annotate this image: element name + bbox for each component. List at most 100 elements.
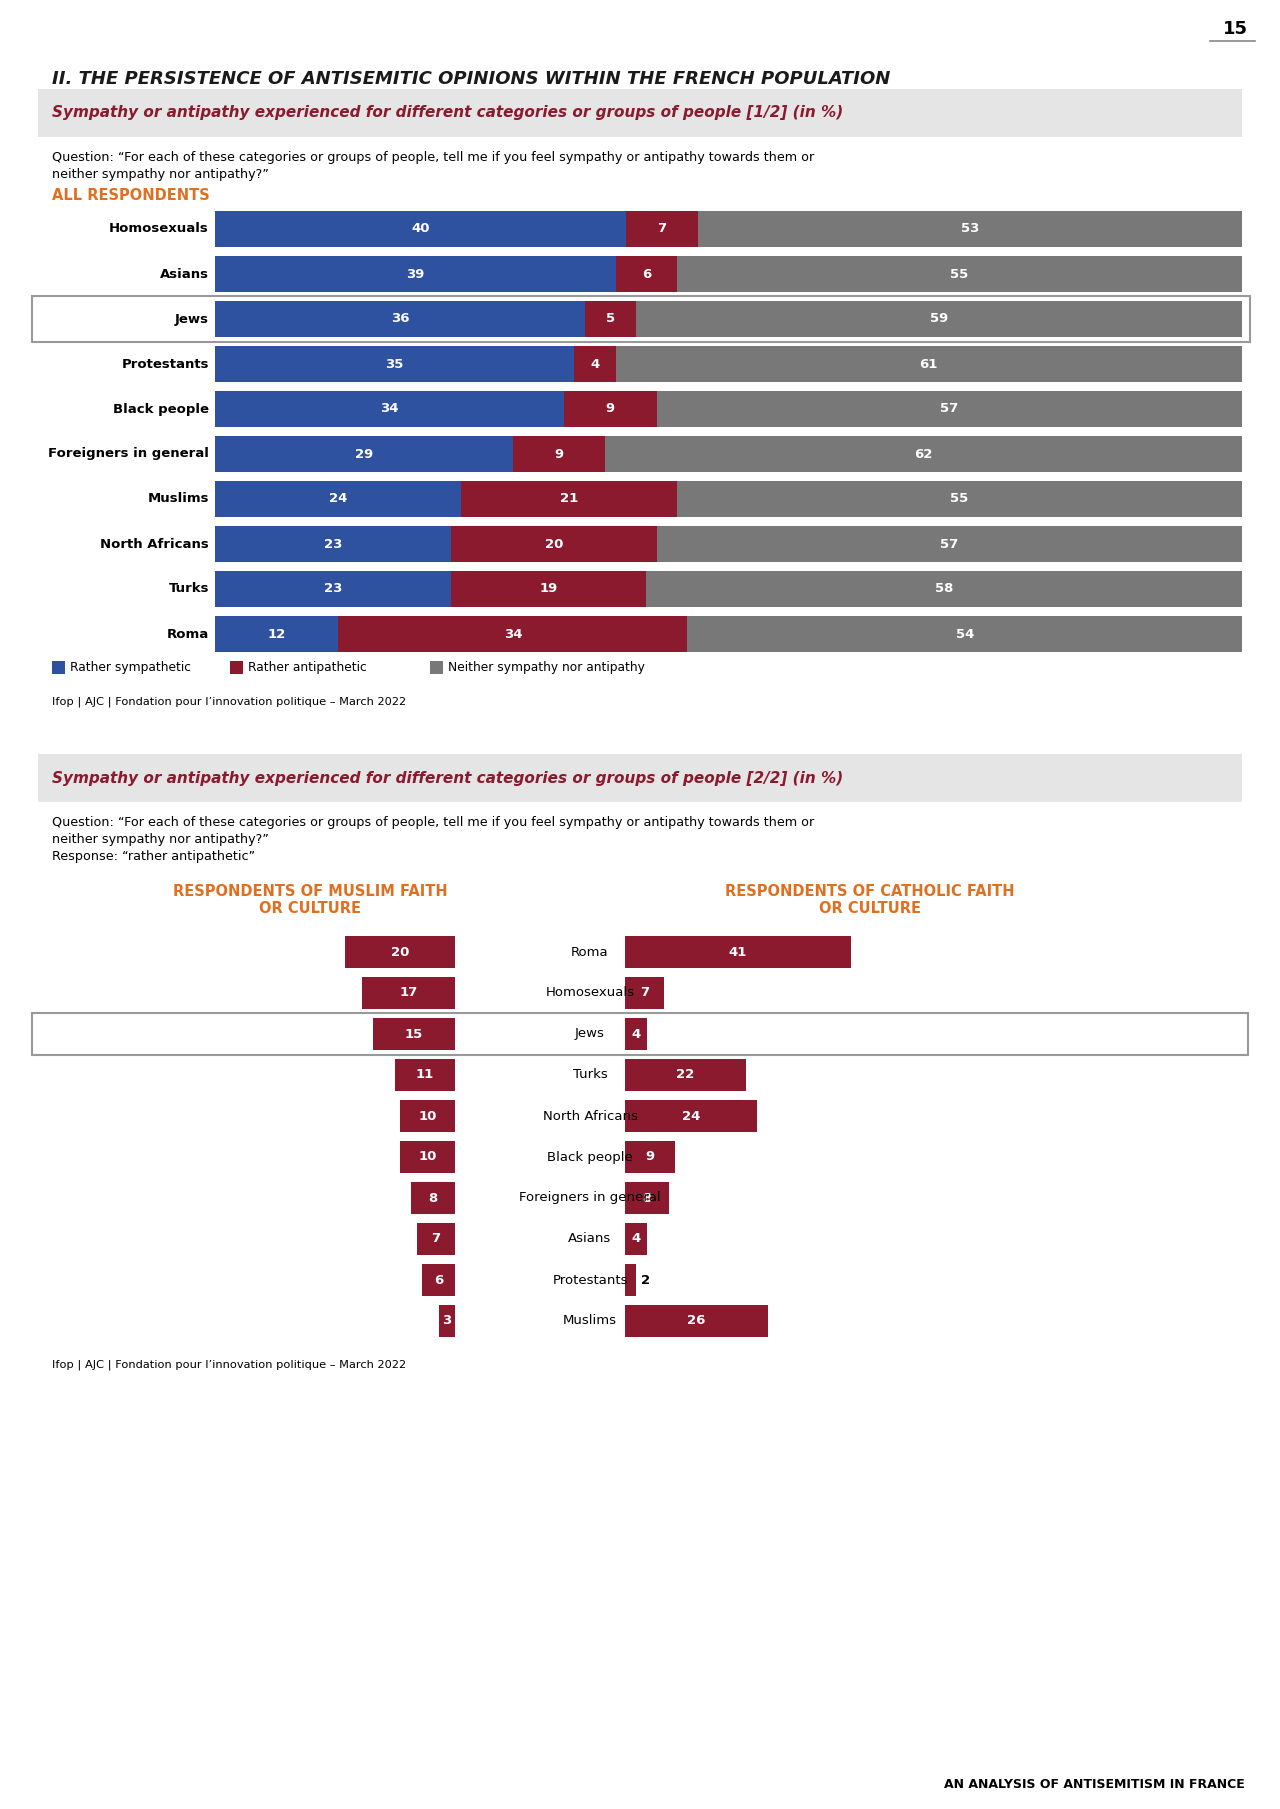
FancyBboxPatch shape — [585, 300, 636, 336]
Text: Foreigners in general: Foreigners in general — [49, 447, 209, 461]
Text: Jews: Jews — [575, 1028, 605, 1040]
Text: 9: 9 — [554, 447, 563, 461]
FancyBboxPatch shape — [625, 1223, 646, 1255]
Text: 21: 21 — [561, 492, 579, 505]
FancyBboxPatch shape — [346, 935, 454, 968]
Text: 24: 24 — [682, 1109, 700, 1123]
FancyBboxPatch shape — [416, 1223, 454, 1255]
Text: Ifop | AJC | Fondation pour l’innovation politique – March 2022: Ifop | AJC | Fondation pour l’innovation… — [52, 696, 406, 707]
FancyBboxPatch shape — [605, 436, 1242, 472]
FancyBboxPatch shape — [215, 346, 575, 382]
Text: Rather sympathetic: Rather sympathetic — [70, 660, 191, 675]
Text: Asians: Asians — [568, 1232, 612, 1246]
Text: 17: 17 — [399, 986, 417, 1000]
FancyBboxPatch shape — [215, 572, 452, 608]
Text: Protestants: Protestants — [552, 1274, 627, 1286]
FancyBboxPatch shape — [677, 481, 1242, 517]
Text: 20: 20 — [390, 946, 410, 959]
Text: 55: 55 — [951, 492, 969, 505]
FancyBboxPatch shape — [564, 391, 657, 427]
FancyBboxPatch shape — [636, 300, 1242, 336]
FancyBboxPatch shape — [616, 346, 1242, 382]
Text: II. THE PERSISTENCE OF ANTISEMITIC OPINIONS WITHIN THE FRENCH POPULATION: II. THE PERSISTENCE OF ANTISEMITIC OPINI… — [52, 71, 891, 89]
FancyBboxPatch shape — [399, 1141, 454, 1172]
Text: Question: “For each of these categories or groups of people, tell me if you feel: Question: “For each of these categories … — [52, 816, 814, 829]
Text: 2: 2 — [641, 1274, 650, 1286]
Text: Question: “For each of these categories or groups of people, tell me if you feel: Question: “For each of these categories … — [52, 150, 814, 165]
Text: 4: 4 — [631, 1028, 640, 1040]
Text: 6: 6 — [434, 1274, 443, 1286]
Text: ALL RESPONDENTS: ALL RESPONDENTS — [52, 188, 210, 203]
Text: 41: 41 — [728, 946, 748, 959]
FancyBboxPatch shape — [452, 572, 646, 608]
FancyBboxPatch shape — [625, 977, 663, 1009]
Text: 8: 8 — [643, 1192, 652, 1205]
FancyBboxPatch shape — [430, 660, 443, 675]
Text: 54: 54 — [956, 628, 974, 640]
Text: 35: 35 — [385, 358, 404, 371]
Text: 57: 57 — [941, 537, 959, 550]
FancyBboxPatch shape — [215, 526, 452, 563]
FancyBboxPatch shape — [513, 436, 605, 472]
FancyBboxPatch shape — [677, 257, 1242, 291]
FancyBboxPatch shape — [625, 1058, 746, 1091]
Text: Rather antipathetic: Rather antipathetic — [248, 660, 367, 675]
FancyBboxPatch shape — [439, 1304, 454, 1337]
Text: 62: 62 — [914, 447, 933, 461]
Text: Homosexuals: Homosexuals — [545, 986, 635, 1000]
Text: Neither sympathy nor antipathy: Neither sympathy nor antipathy — [448, 660, 645, 675]
FancyBboxPatch shape — [625, 1100, 756, 1132]
Text: Muslims: Muslims — [563, 1315, 617, 1328]
FancyBboxPatch shape — [625, 1141, 675, 1172]
FancyBboxPatch shape — [422, 1264, 454, 1295]
Text: 61: 61 — [919, 358, 938, 371]
Text: 53: 53 — [961, 223, 979, 235]
Text: 4: 4 — [631, 1232, 640, 1246]
Text: Turks: Turks — [572, 1069, 608, 1082]
Text: Sympathy or antipathy experienced for different categories or groups of people [: Sympathy or antipathy experienced for di… — [52, 105, 844, 121]
Text: 40: 40 — [411, 223, 430, 235]
FancyBboxPatch shape — [698, 212, 1242, 248]
FancyBboxPatch shape — [452, 526, 657, 563]
Text: Protestants: Protestants — [122, 358, 209, 371]
Text: neither sympathy nor antipathy?”: neither sympathy nor antipathy?” — [52, 168, 269, 181]
FancyBboxPatch shape — [361, 977, 454, 1009]
FancyBboxPatch shape — [625, 1264, 636, 1295]
Text: 36: 36 — [390, 313, 410, 326]
FancyBboxPatch shape — [399, 1100, 454, 1132]
Text: 58: 58 — [934, 582, 954, 595]
FancyBboxPatch shape — [616, 257, 677, 291]
Text: 59: 59 — [929, 313, 948, 326]
Text: AN ANALYSIS OF ANTISEMITISM IN FRANCE: AN ANALYSIS OF ANTISEMITISM IN FRANCE — [945, 1778, 1245, 1791]
Text: 3: 3 — [442, 1315, 452, 1328]
Text: 34: 34 — [380, 402, 399, 416]
Text: 10: 10 — [419, 1151, 436, 1163]
Text: RESPONDENTS OF CATHOLIC FAITH
OR CULTURE: RESPONDENTS OF CATHOLIC FAITH OR CULTURE — [726, 885, 1015, 917]
FancyBboxPatch shape — [625, 1181, 669, 1214]
FancyBboxPatch shape — [372, 1018, 454, 1049]
FancyBboxPatch shape — [38, 89, 1242, 137]
Text: Sympathy or antipathy experienced for different categories or groups of people [: Sympathy or antipathy experienced for di… — [52, 771, 844, 785]
Text: neither sympathy nor antipathy?”: neither sympathy nor antipathy?” — [52, 832, 269, 847]
FancyBboxPatch shape — [575, 346, 616, 382]
FancyBboxPatch shape — [646, 572, 1242, 608]
FancyBboxPatch shape — [215, 300, 585, 336]
FancyBboxPatch shape — [657, 526, 1242, 563]
Text: Ifop | AJC | Fondation pour l’innovation politique – March 2022: Ifop | AJC | Fondation pour l’innovation… — [52, 1360, 406, 1369]
Text: 11: 11 — [416, 1069, 434, 1082]
Text: Black people: Black people — [547, 1151, 632, 1163]
FancyBboxPatch shape — [625, 935, 850, 968]
Text: 23: 23 — [324, 537, 342, 550]
Text: RESPONDENTS OF MUSLIM FAITH
OR CULTURE: RESPONDENTS OF MUSLIM FAITH OR CULTURE — [173, 885, 447, 917]
Text: 15: 15 — [1222, 20, 1248, 38]
FancyBboxPatch shape — [215, 436, 513, 472]
Text: 24: 24 — [329, 492, 347, 505]
Text: 9: 9 — [645, 1151, 654, 1163]
Text: Roma: Roma — [571, 946, 609, 959]
Text: 23: 23 — [324, 582, 342, 595]
Text: 29: 29 — [355, 447, 372, 461]
Text: 26: 26 — [687, 1315, 705, 1328]
Text: 34: 34 — [503, 628, 522, 640]
Text: North Africans: North Africans — [100, 537, 209, 550]
Text: Black people: Black people — [113, 402, 209, 416]
